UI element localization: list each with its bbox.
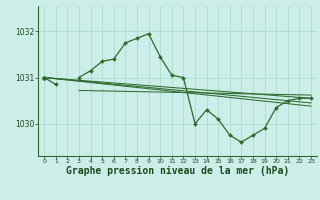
- X-axis label: Graphe pression niveau de la mer (hPa): Graphe pression niveau de la mer (hPa): [66, 166, 289, 176]
